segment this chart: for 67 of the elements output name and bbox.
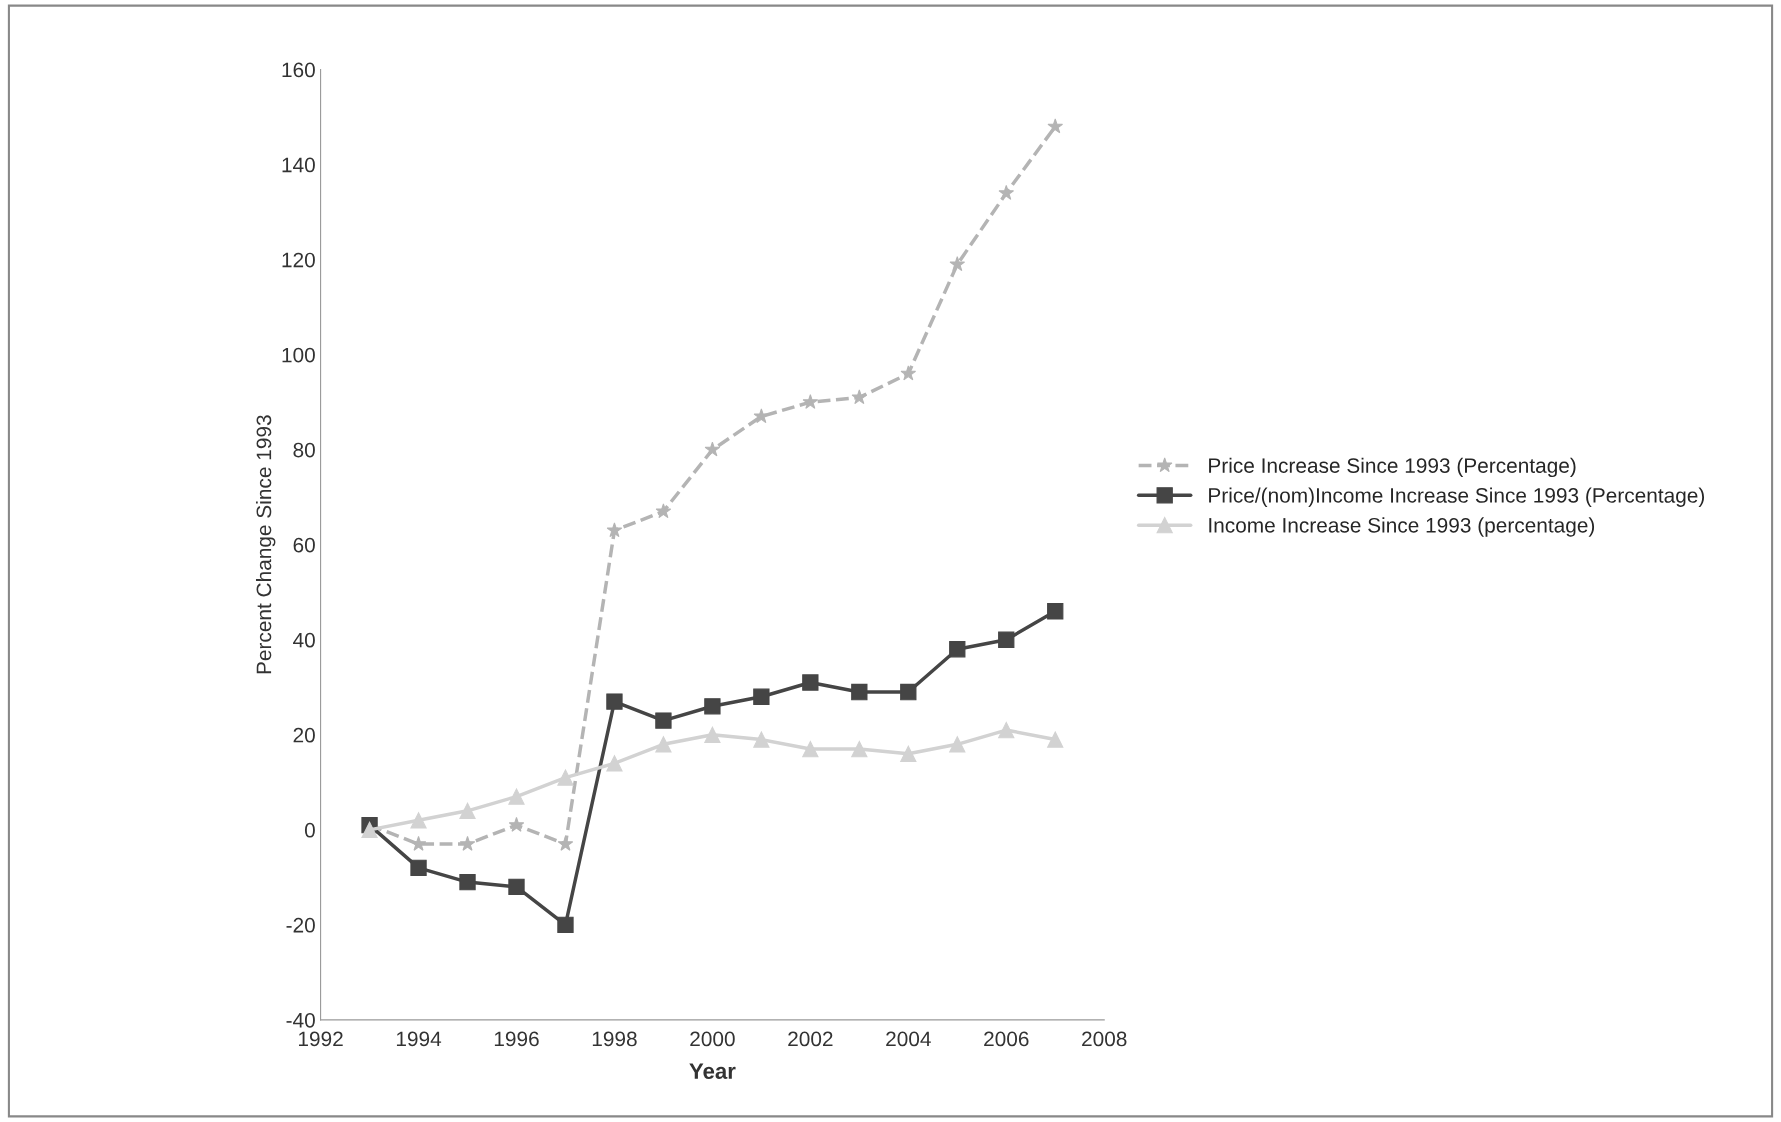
point	[508, 788, 525, 805]
point	[900, 745, 917, 762]
legend-label: Income Increase Since 1993 (percentage)	[1209, 517, 1595, 537]
point	[998, 721, 1015, 739]
y-tick-label: -20	[286, 917, 315, 933]
y-tick-label: 40	[293, 632, 315, 648]
point	[459, 802, 476, 819]
point	[998, 631, 1015, 648]
point	[361, 821, 378, 838]
y-tick-label: 120	[282, 252, 315, 268]
y-axis-title: Percent Change Since 1993	[255, 415, 276, 674]
point	[459, 835, 476, 851]
point	[802, 740, 819, 758]
x-tick-label: 2006	[984, 1031, 1029, 1047]
point	[606, 693, 623, 710]
point	[802, 674, 819, 691]
point	[900, 365, 917, 381]
point	[1047, 731, 1064, 748]
point	[851, 389, 868, 405]
point	[900, 683, 917, 701]
point	[1047, 118, 1064, 134]
point	[949, 736, 966, 753]
point	[753, 731, 770, 748]
y-tick-label: 0	[304, 822, 315, 838]
point	[949, 256, 966, 272]
point	[410, 812, 427, 829]
x-tick-label: 1998	[592, 1031, 637, 1047]
point	[851, 740, 868, 758]
x-tick-label: 2000	[690, 1031, 735, 1047]
y-tick-label: 60	[293, 537, 315, 553]
point	[410, 859, 427, 876]
y-tick-label: 80	[293, 442, 315, 458]
point	[508, 816, 525, 832]
legend-label: Price Increase Since 1993 (Percentage)	[1209, 457, 1576, 478]
point	[459, 873, 476, 891]
y-tick-label: 100	[282, 347, 315, 363]
y-tick-label: -40	[286, 1012, 315, 1028]
x-tick-label: 2002	[788, 1031, 833, 1047]
point	[606, 755, 623, 772]
point	[704, 726, 721, 743]
point	[851, 683, 868, 701]
x-tick-label: 2004	[886, 1031, 931, 1047]
point	[1047, 603, 1064, 620]
point	[704, 441, 721, 457]
x-tick-label: 1996	[494, 1031, 539, 1047]
point	[753, 688, 770, 705]
y-tick-label: 140	[282, 157, 315, 173]
point	[802, 394, 819, 409]
point	[557, 835, 574, 851]
point	[557, 769, 574, 786]
x-tick-label: 1992	[299, 1031, 343, 1047]
point	[655, 712, 672, 729]
x-axis-title: Year	[689, 1063, 736, 1079]
point	[655, 736, 672, 753]
point	[998, 184, 1015, 200]
x-tick-label: 1994	[396, 1031, 442, 1047]
point	[606, 522, 623, 538]
point	[410, 835, 427, 851]
y-tick-label: 20	[293, 727, 315, 743]
legend-label: Price/(nom)Income Increase Since 1993 (Percentage)	[1209, 487, 1705, 507]
point	[557, 916, 574, 934]
y-tick-label: 160	[282, 62, 315, 78]
point	[508, 878, 525, 896]
x-tick-label: 2008	[1082, 1031, 1127, 1047]
point	[949, 641, 966, 658]
point	[704, 698, 721, 715]
point	[655, 503, 672, 519]
